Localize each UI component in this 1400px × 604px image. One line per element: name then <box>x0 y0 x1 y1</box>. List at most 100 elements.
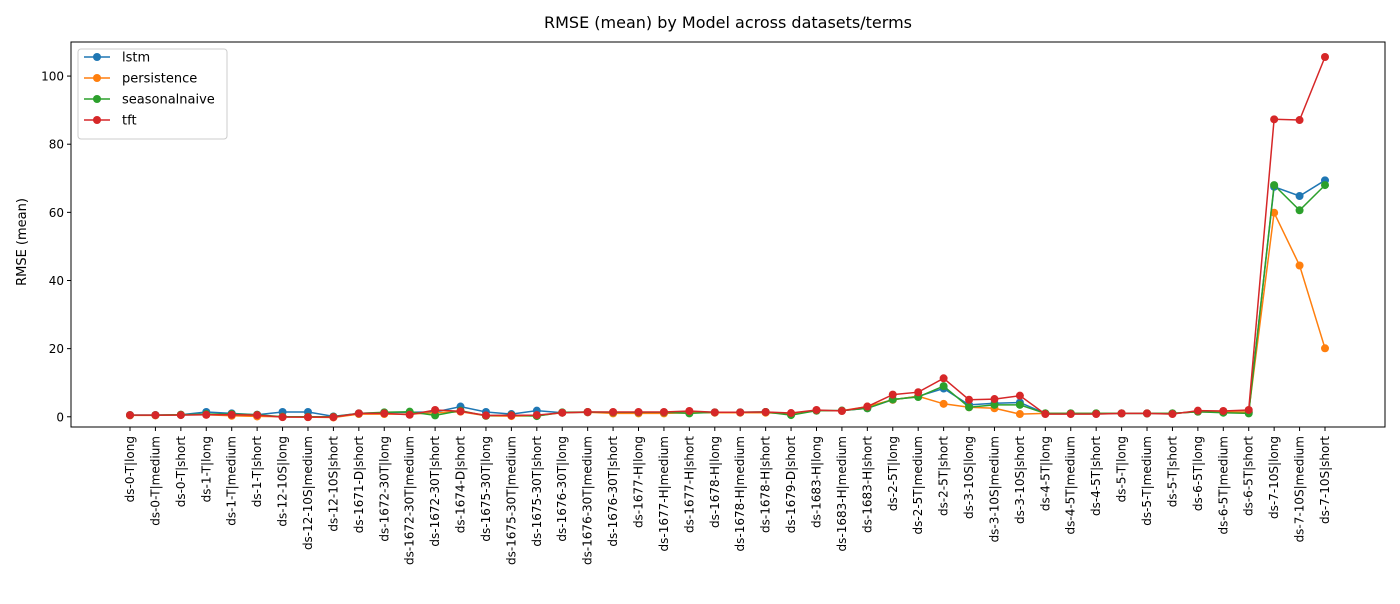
x-tick-label: ds-4-5T|long <box>1038 436 1052 511</box>
data-point-persistence <box>1321 344 1329 353</box>
x-tick-label: ds-1677-H|short <box>682 436 696 533</box>
y-tick-label: 60 <box>49 206 64 220</box>
legend-label: tft <box>122 114 137 129</box>
data-point-tft <box>634 408 643 417</box>
legend-label: lstm <box>122 51 150 66</box>
x-tick-label: ds-12-10S|medium <box>301 436 315 550</box>
data-point-seasonalnaive <box>939 382 948 391</box>
data-point-tft <box>1321 52 1329 61</box>
data-point-tft <box>837 406 846 415</box>
data-point-tft <box>736 408 745 417</box>
series-layer <box>126 52 1329 422</box>
series-tft <box>126 52 1329 422</box>
data-point-tft <box>126 411 134 420</box>
x-tick-label: ds-1676-30T|short <box>606 436 620 547</box>
y-tick-label: 0 <box>56 410 64 424</box>
data-point-tft <box>939 374 948 383</box>
data-point-tft <box>1168 410 1177 419</box>
y-axis-label: RMSE (mean) <box>15 198 30 286</box>
x-tick-label: ds-12-10S|short <box>326 436 340 532</box>
y-axis: 0 20 40 60 80 100 <box>41 70 71 424</box>
x-tick-label: ds-1683-H|long <box>809 436 823 528</box>
data-point-tft <box>965 395 974 404</box>
x-tick-label: ds-6-5T|long <box>1191 436 1205 511</box>
x-tick-label: ds-1675-30T|short <box>530 436 544 547</box>
data-point-tft <box>888 390 897 399</box>
x-tick-label: ds-1679-D|short <box>784 436 798 533</box>
legend: lstm persistence seasonalnaive tft <box>77 48 228 140</box>
data-point-tft <box>1143 409 1152 418</box>
data-point-tft <box>1244 405 1253 414</box>
data-point-tft <box>380 409 389 418</box>
data-point-tft <box>583 408 592 417</box>
x-tick-label: ds-6-5T|medium <box>1216 436 1230 535</box>
x-tick-label: ds-7-10S|medium <box>1293 436 1307 542</box>
series-persistence <box>126 208 1329 422</box>
chart-title: RMSE (mean) by Model across datasets/ter… <box>544 13 912 32</box>
data-point-persistence <box>1270 208 1279 217</box>
legend-label: persistence <box>122 72 197 87</box>
data-point-seasonalnaive <box>1015 400 1024 409</box>
x-tick-label: ds-1671-D|short <box>352 436 366 533</box>
x-tick-label: ds-2-5T|short <box>937 436 951 516</box>
data-point-tft <box>1015 391 1024 400</box>
data-point-tft <box>532 411 541 420</box>
plot-frame <box>70 41 1386 428</box>
x-tick-label: ds-7-10S|short <box>1318 436 1332 524</box>
data-point-tft <box>1117 409 1126 418</box>
data-point-tft <box>431 405 440 414</box>
x-tick-label: ds-1-T|long <box>199 436 213 502</box>
x-tick-label: ds-3-10S|long <box>962 436 976 519</box>
data-point-persistence <box>1015 410 1024 419</box>
x-tick-label: ds-1675-30T|long <box>479 436 493 542</box>
data-point-tft <box>303 413 312 422</box>
data-point-tft <box>1270 115 1279 124</box>
x-tick-label: ds-1678-H|long <box>708 436 722 528</box>
data-point-tft <box>1295 116 1304 125</box>
x-tick-label: ds-0-T|long <box>123 436 137 502</box>
x-tick-label: ds-1676-30T|long <box>555 436 569 542</box>
x-tick-label: ds-2-5T|medium <box>911 436 925 535</box>
data-point-seasonalnaive <box>990 400 999 409</box>
data-point-tft <box>685 406 694 415</box>
x-tick-label: ds-5-T|long <box>1115 436 1129 502</box>
x-tick-label: ds-5-T|short <box>1165 436 1179 508</box>
legend-label: seasonalnaive <box>122 93 215 108</box>
data-point-tft <box>1092 410 1101 419</box>
y-tick-label: 100 <box>41 70 64 84</box>
series-seasonalnaive <box>126 181 1329 421</box>
data-point-tft <box>278 413 287 422</box>
x-tick-label: ds-1677-H|medium <box>657 436 671 551</box>
data-point-seasonalnaive <box>1295 206 1304 215</box>
y-tick-label: 80 <box>49 138 64 152</box>
x-tick-label: ds-4-5T|medium <box>1064 436 1078 535</box>
series-line-lstm <box>130 179 1326 418</box>
data-point-tft <box>1219 406 1228 415</box>
x-tick-label: ds-4-5T|short <box>1089 436 1103 516</box>
legend-swatch-marker <box>93 116 101 124</box>
legend-swatch-marker <box>93 74 101 82</box>
data-point-tft <box>812 405 821 414</box>
x-tick-label: ds-1674-D|short <box>454 436 468 533</box>
y-tick-label: 40 <box>49 274 64 288</box>
data-point-tft <box>253 411 262 420</box>
x-tick-label: ds-1675-30T|medium <box>504 436 518 565</box>
x-tick-label: ds-6-5T|short <box>1242 436 1256 516</box>
data-point-tft <box>227 410 236 419</box>
data-point-tft <box>1066 410 1075 419</box>
x-tick-label: ds-7-10S|long <box>1267 436 1281 519</box>
data-point-lstm <box>1295 192 1304 200</box>
x-tick-label: ds-1678-H|medium <box>733 436 747 551</box>
x-tick-label: ds-1683-H|short <box>860 436 874 533</box>
data-point-tft <box>609 408 618 417</box>
series-lstm <box>126 176 1329 421</box>
x-tick-label: ds-1672-30T|short <box>428 436 442 547</box>
x-tick-label: ds-12-10S|long <box>276 436 290 527</box>
legend-swatch-marker <box>93 95 101 103</box>
series-line-seasonalnaive <box>130 183 1326 418</box>
data-point-tft <box>354 409 363 418</box>
x-tick-label: ds-1676-30T|medium <box>581 436 595 565</box>
data-point-tft <box>659 408 668 417</box>
